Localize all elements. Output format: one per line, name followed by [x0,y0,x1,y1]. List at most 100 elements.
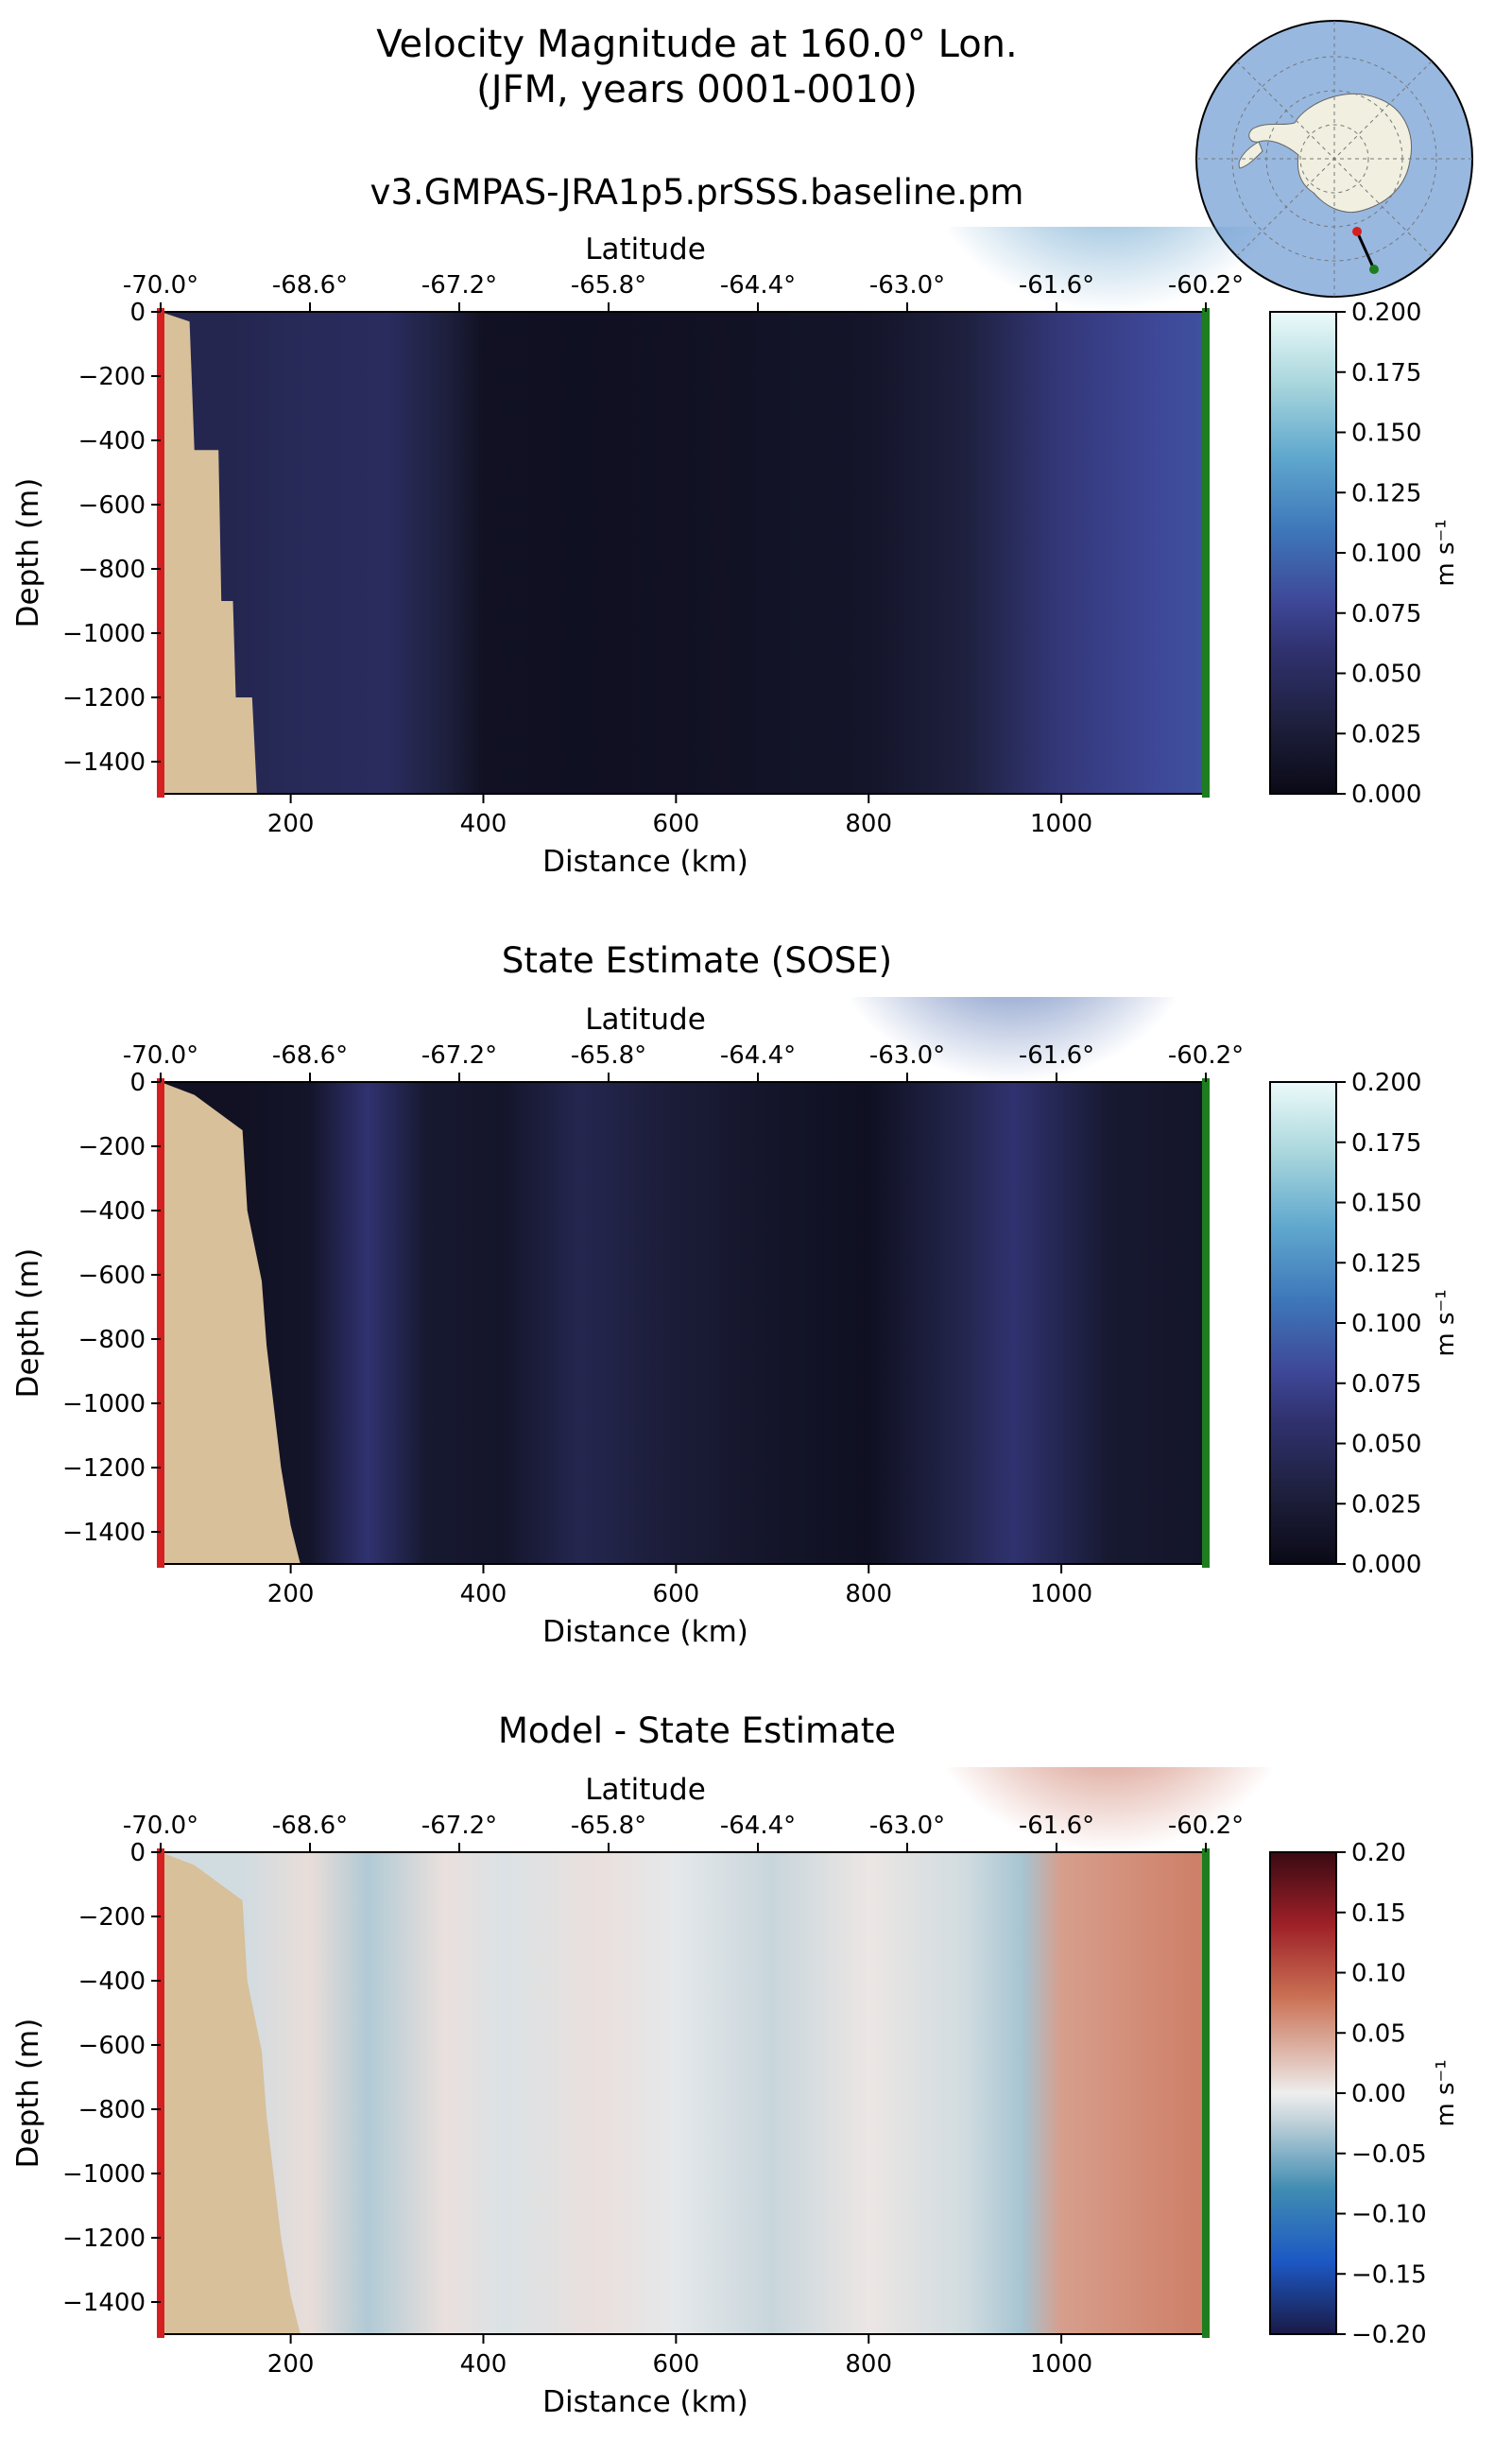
latitude-tick-label: -68.6° [272,1812,348,1840]
y-tick-label: −1400 [62,748,146,777]
panel-3-chart: 200 400 600 800 1000 Distance (km) 0 −200 −400 −6… [11,1767,1460,2419]
colorbar-tick-label: 0.175 [1351,1129,1421,1158]
latitude-tick-label: -60.2° [1168,1812,1244,1840]
y-tick-label: −200 [78,363,146,391]
latitude-tick-label: -61.6° [1019,1812,1094,1840]
y-tick-label: −1200 [62,1454,146,1483]
y-axis-label: Depth (m) [11,2019,45,2169]
end-marker-bar [1202,1848,1210,2338]
x-axis-label: Distance (km) [542,845,748,879]
colorbar [1269,1851,1337,2335]
y-tick-label: −600 [78,1262,146,1290]
colorbar-tick-label: 0.050 [1351,661,1421,689]
colorbar-tick-label: 0.025 [1351,720,1421,748]
y-tick-label: −1400 [62,2289,146,2317]
y-tick-label: −400 [78,1197,146,1226]
panel-2-title: State Estimate (SOSE) [501,940,893,981]
x-tick-label: 800 [845,2350,892,2379]
x-tick-label: 1000 [1030,2350,1092,2379]
colorbar-tick-label: 0.200 [1351,1069,1421,1097]
latitude-tick-label: -70.0° [123,271,198,300]
colorbar-tick-label: 0.10 [1351,1960,1406,1988]
colorbar-tick-label: 0.150 [1351,1190,1421,1218]
graticule [1196,21,1472,297]
x-tick-label: 800 [845,1580,892,1608]
antarctica-landmass [1238,93,1412,214]
colorbar-tick-label: 0.05 [1351,2019,1406,2048]
colorbar-tick-label: 0.15 [1351,1899,1406,1928]
bathymetry [161,1082,301,1564]
colorbar-tick-label: 0.150 [1351,420,1421,448]
colorbar-tick-label: 0.200 [1351,299,1421,327]
y-tick-label: −800 [78,1326,146,1354]
latitude-tick-label: -60.2° [1168,271,1244,300]
figure-title-line2: (JFM, years 0001-0010) [476,68,918,112]
latitude-tick-label: -60.2° [1168,1041,1244,1070]
latitude-tick-label: -65.8° [571,1041,646,1070]
colorbar-tick-label: −0.10 [1351,2201,1427,2229]
y-tick-label: −600 [78,2032,146,2060]
y-tick-label: −600 [78,491,146,520]
latitude-axis-label: Latitude [585,1773,706,1807]
x-tick-label: 200 [267,2350,315,2379]
panel-1-title: v3.GMPAS-JRA1p5.prSSS.baseline.pm [369,172,1024,213]
x-tick-label: 1000 [1030,1580,1092,1608]
colorbar-tick-label: 0.075 [1351,600,1421,628]
colorbar-tick-label: 0.050 [1351,1431,1421,1459]
colorbar-tick-label: 0.00 [1351,2080,1406,2108]
end-marker-bar [1202,1078,1210,1568]
latitude-tick-label: -61.6° [1019,271,1094,300]
y-tick-label: −1200 [62,2225,146,2253]
x-tick-label: 800 [845,810,892,838]
y-tick-label: 0 [129,299,146,327]
x-tick-label: 1000 [1030,810,1092,838]
latitude-tick-label: -64.4° [720,1812,796,1840]
y-tick-label: 0 [129,1069,146,1097]
y-tick-label: −200 [78,1133,146,1161]
colorbar-tick-label: −0.05 [1351,2140,1427,2169]
latitude-tick-label: -63.0° [869,271,945,300]
latitude-axis-label: Latitude [585,1003,706,1037]
y-axis-label: Depth (m) [11,478,45,628]
transect-start-marker [1352,227,1362,236]
start-marker-bar [157,308,164,798]
colorbar [1269,1081,1337,1565]
y-tick-label: −1400 [62,1519,146,1547]
colorbar-tick-label: 0.100 [1351,1310,1421,1338]
y-tick-label: −800 [78,2096,146,2124]
colorbar-tick-label: −0.20 [1351,2321,1427,2349]
latitude-tick-label: -70.0° [123,1041,198,1070]
y-tick-label: −200 [78,1903,146,1932]
colorbar-label: m s⁻¹ [1432,2059,1460,2126]
colorbar-tick-label: 0.100 [1351,540,1421,568]
x-tick-label: 400 [460,810,507,838]
x-tick-label: 600 [653,1580,700,1608]
latitude-tick-label: -67.2° [421,1041,497,1070]
latitude-tick-label: -63.0° [869,1812,945,1840]
start-marker-bar [157,1078,164,1568]
latitude-tick-label: -61.6° [1019,1041,1094,1070]
transect-line [1355,231,1376,270]
x-tick-label: 600 [653,810,700,838]
y-tick-label: −400 [78,1967,146,1996]
latitude-axis-label: Latitude [585,232,706,266]
x-tick-label: 200 [267,1580,315,1608]
transect-end-marker [1369,265,1379,274]
y-tick-label: −1200 [62,684,146,713]
y-axis-label: Depth (m) [11,1248,45,1399]
bathymetry [161,1852,301,2334]
latitude-tick-label: -67.2° [421,271,497,300]
colorbar-tick-label: 0.125 [1351,479,1421,507]
colorbar-tick-label: 0.000 [1351,1551,1421,1579]
latitude-tick-label: -64.4° [720,271,796,300]
latitude-tick-label: -68.6° [272,1041,348,1070]
y-tick-label: −1000 [62,2160,146,2189]
colorbar-tick-label: 0.125 [1351,1249,1421,1278]
panel-2-chart: 200 400 600 800 1000 Distance (km) 0 −200 −400 −6… [11,997,1460,1649]
x-tick-label: 400 [460,2350,507,2379]
bathymetry [161,312,257,794]
colorbar [1269,311,1337,795]
latitude-tick-label: -67.2° [421,1812,497,1840]
colorbar-label: m s⁻¹ [1432,519,1460,586]
x-axis-label: Distance (km) [542,2385,748,2419]
